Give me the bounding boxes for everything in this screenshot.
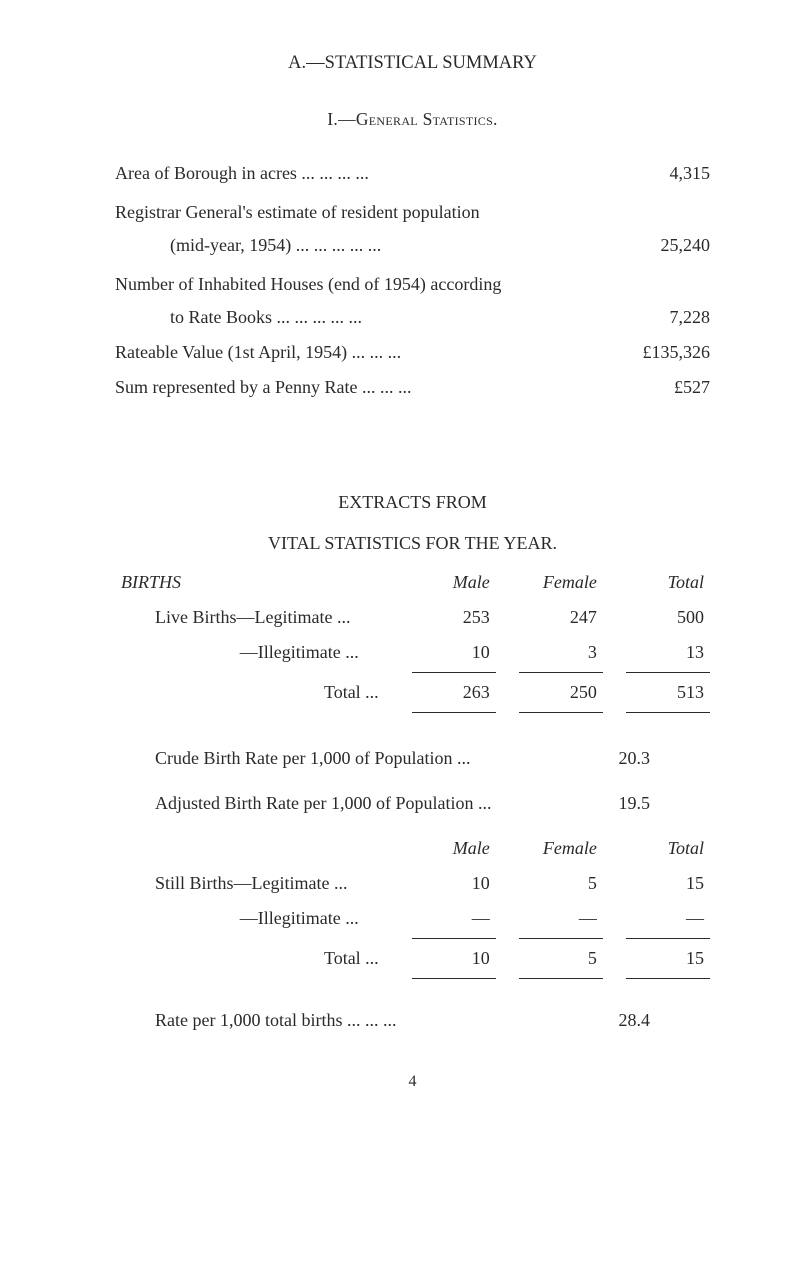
still-births-table: Male Female Total Still Births—Legitimat… [115,831,710,981]
col-male: Male [389,831,496,866]
vital-heading: VITAL STATISTICS FOR THE YEAR. [115,530,710,557]
stat-label: Crude Birth Rate per 1,000 of Population… [155,745,599,772]
col-total: Total [603,831,710,866]
cell: 5 [496,866,603,901]
cell: 3 [496,635,603,670]
cell: 15 [603,941,710,976]
col-total: Total [603,565,710,600]
stat-label: Adjusted Birth Rate per 1,000 of Populat… [155,790,599,817]
table-total-row: Total ... 263 250 513 [115,675,710,710]
stat-label: Registrar General's estimate of resident… [115,199,710,226]
stat-value: 7,228 [650,304,711,331]
stat-value: £527 [654,374,710,401]
stat-row: Rateable Value (1st April, 1954) ... ...… [115,339,710,366]
extracts-heading: EXTRACTS FROM [115,489,710,516]
births-table: BIRTHS Male Female Total Live Births—Leg… [115,565,710,715]
row-label: Live Births—Legitimate ... [115,600,389,635]
general-statistics-block: Area of Borough in acres ... ... ... ...… [115,160,710,401]
section-title: A.—STATISTICAL SUMMARY [115,50,710,78]
table-row: —Illegitimate ... 10 3 13 [115,635,710,670]
cell: 5 [496,941,603,976]
stat-row: Area of Borough in acres ... ... ... ...… [115,160,710,187]
stat-value: 19.5 [599,790,711,817]
cell: 10 [389,866,496,901]
cell: — [389,901,496,936]
row-label: Still Births—Legitimate ... [115,866,389,901]
stat-value: £135,326 [623,339,711,366]
stat-value: 25,240 [641,232,711,259]
stat-value: 20.3 [599,745,711,772]
stat-row: to Rate Books ... ... ... ... ... 7,228 [115,304,710,331]
table-row: Live Births—Legitimate ... 253 247 500 [115,600,710,635]
cell: 253 [389,600,496,635]
stat-label: Number of Inhabited Houses (end of 1954)… [115,271,710,298]
stat-label-cont: (mid-year, 1954) ... ... ... ... ... [170,232,641,259]
cell: 13 [603,635,710,670]
row-label: —Illegitimate ... [115,901,389,936]
table-header-row: BIRTHS Male Female Total [115,565,710,600]
crude-rate-row: Crude Birth Rate per 1,000 of Population… [115,745,710,772]
sub-section-title: I.—General Statistics. [115,106,710,132]
stat-label: Rateable Value (1st April, 1954) ... ...… [115,339,623,366]
cell: — [603,901,710,936]
cell: 513 [603,675,710,710]
row-label: —Illegitimate ... [115,635,389,670]
col-female: Female [496,565,603,600]
table-row: —Illegitimate ... — — — [115,901,710,936]
stat-value: 28.4 [599,1007,711,1034]
births-title: BIRTHS [115,565,389,600]
cell: 15 [603,866,710,901]
stat-label: Area of Borough in acres ... ... ... ... [115,160,650,187]
stat-row: (mid-year, 1954) ... ... ... ... ... 25,… [115,232,710,259]
page-number: 4 [115,1070,710,1094]
table-header-row: Male Female Total [115,831,710,866]
table-row: Still Births—Legitimate ... 10 5 15 [115,866,710,901]
row-label: Total ... [115,675,389,710]
cell: 10 [389,941,496,976]
stat-label: Rate per 1,000 total births ... ... ... [155,1007,599,1034]
table-total-row: Total ... 10 5 15 [115,941,710,976]
row-label: Total ... [115,941,389,976]
cell: 247 [496,600,603,635]
col-female: Female [496,831,603,866]
cell: 250 [496,675,603,710]
cell: 263 [389,675,496,710]
cell: 10 [389,635,496,670]
rate-per-1000-row: Rate per 1,000 total births ... ... ... … [115,1007,710,1034]
stat-label-cont: to Rate Books ... ... ... ... ... [170,304,650,331]
adjusted-rate-row: Adjusted Birth Rate per 1,000 of Populat… [115,790,710,817]
stat-row: Sum represented by a Penny Rate ... ... … [115,374,710,401]
stat-value: 4,315 [650,160,711,187]
cell: — [496,901,603,936]
col-male: Male [389,565,496,600]
cell: 500 [603,600,710,635]
stat-label: Sum represented by a Penny Rate ... ... … [115,374,654,401]
